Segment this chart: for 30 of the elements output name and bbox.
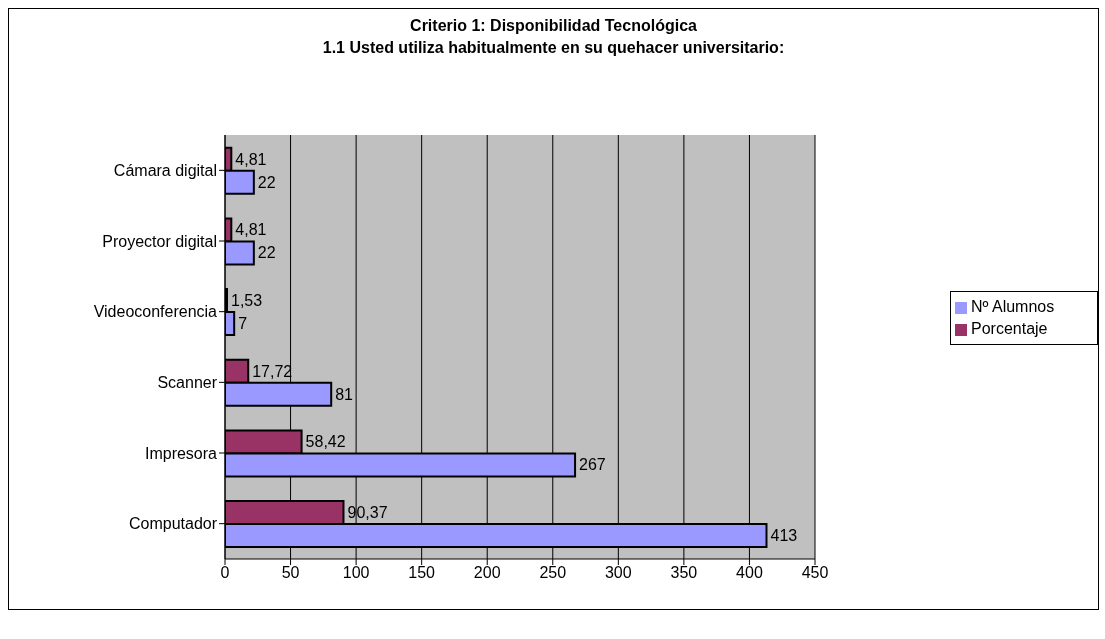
x-tick-label: 50: [281, 564, 300, 582]
data-label: 413: [770, 527, 798, 545]
data-label: 81: [335, 385, 354, 403]
y-tick-label: Proyector digital: [102, 232, 217, 250]
x-tick-label: 150: [408, 564, 436, 582]
y-tick-label: Impresora: [144, 444, 218, 462]
y-tick-label: Cámara digital: [113, 162, 217, 180]
x-tick-label: 250: [539, 564, 567, 582]
y-tick-label: Computador: [128, 515, 218, 533]
x-tick-label: 400: [736, 564, 763, 582]
x-tick-label: 350: [670, 564, 698, 582]
data-label: 7: [238, 315, 248, 333]
x-tick-label: 300: [604, 564, 632, 582]
x-tick-label: 450: [801, 564, 829, 582]
x-tick-label: 200: [473, 564, 501, 582]
data-label: 58,42: [305, 433, 346, 451]
y-tick-label: Videoconferencia: [93, 303, 218, 321]
y-tick-label: Scanner: [157, 374, 218, 392]
data-label: 4,81: [235, 221, 267, 239]
legend-label: Porcentaje: [971, 320, 1048, 337]
data-label: 1,53: [231, 292, 263, 310]
data-label: 22: [257, 173, 276, 191]
data-label: 4,81: [235, 150, 267, 168]
chart-title: Criterio 1: Disponibilidad Tecnológica: [409, 16, 698, 36]
data-label: 267: [579, 456, 606, 474]
chart-subtitle: 1.1 Usted utiliza habitualmente en su quehacer universitario:: [321, 38, 786, 58]
x-tick-label: 100: [342, 564, 370, 582]
legend-label: Nº Alumnos: [971, 298, 1055, 315]
x-tick-label: 0: [220, 564, 230, 582]
data-label: 22: [257, 244, 276, 262]
